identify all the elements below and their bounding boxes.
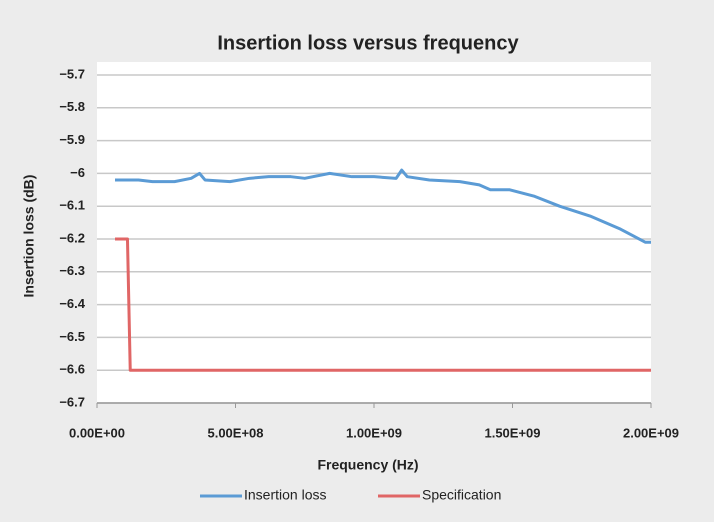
y-tick-label: −6.2: [59, 230, 85, 245]
y-tick-label: −6: [70, 165, 85, 180]
y-tick-label: −6.3: [59, 263, 85, 278]
y-tick-label: −5.9: [59, 132, 85, 147]
x-tick-label: 2.00E+09: [623, 425, 679, 440]
y-tick-label: −6.4: [59, 296, 85, 311]
legend-label: Insertion loss: [244, 487, 326, 503]
series-line: [115, 168, 651, 244]
x-tick-label: 0.00E+00: [69, 425, 125, 440]
y-tick-label: −5.7: [59, 66, 85, 81]
x-tick-label: 1.50E+09: [484, 425, 540, 440]
series-line: [115, 237, 651, 372]
x-axis-title: Frequency (Hz): [317, 457, 418, 473]
y-tick-label: −6.6: [59, 362, 85, 377]
y-tick-label: −5.8: [59, 99, 85, 114]
legend-label: Specification: [422, 487, 501, 503]
y-tick-label: −6.1: [59, 198, 85, 213]
x-tick-label: 5.00E+08: [207, 425, 263, 440]
y-tick-label: −6.5: [59, 329, 85, 344]
y-tick-label: −6.7: [59, 394, 85, 409]
plot-area: [97, 62, 651, 403]
y-axis-title: Insertion loss (dB): [21, 175, 37, 298]
x-tick-label: 1.00E+09: [346, 425, 402, 440]
chart-title: Insertion loss versus frequency: [217, 32, 519, 54]
